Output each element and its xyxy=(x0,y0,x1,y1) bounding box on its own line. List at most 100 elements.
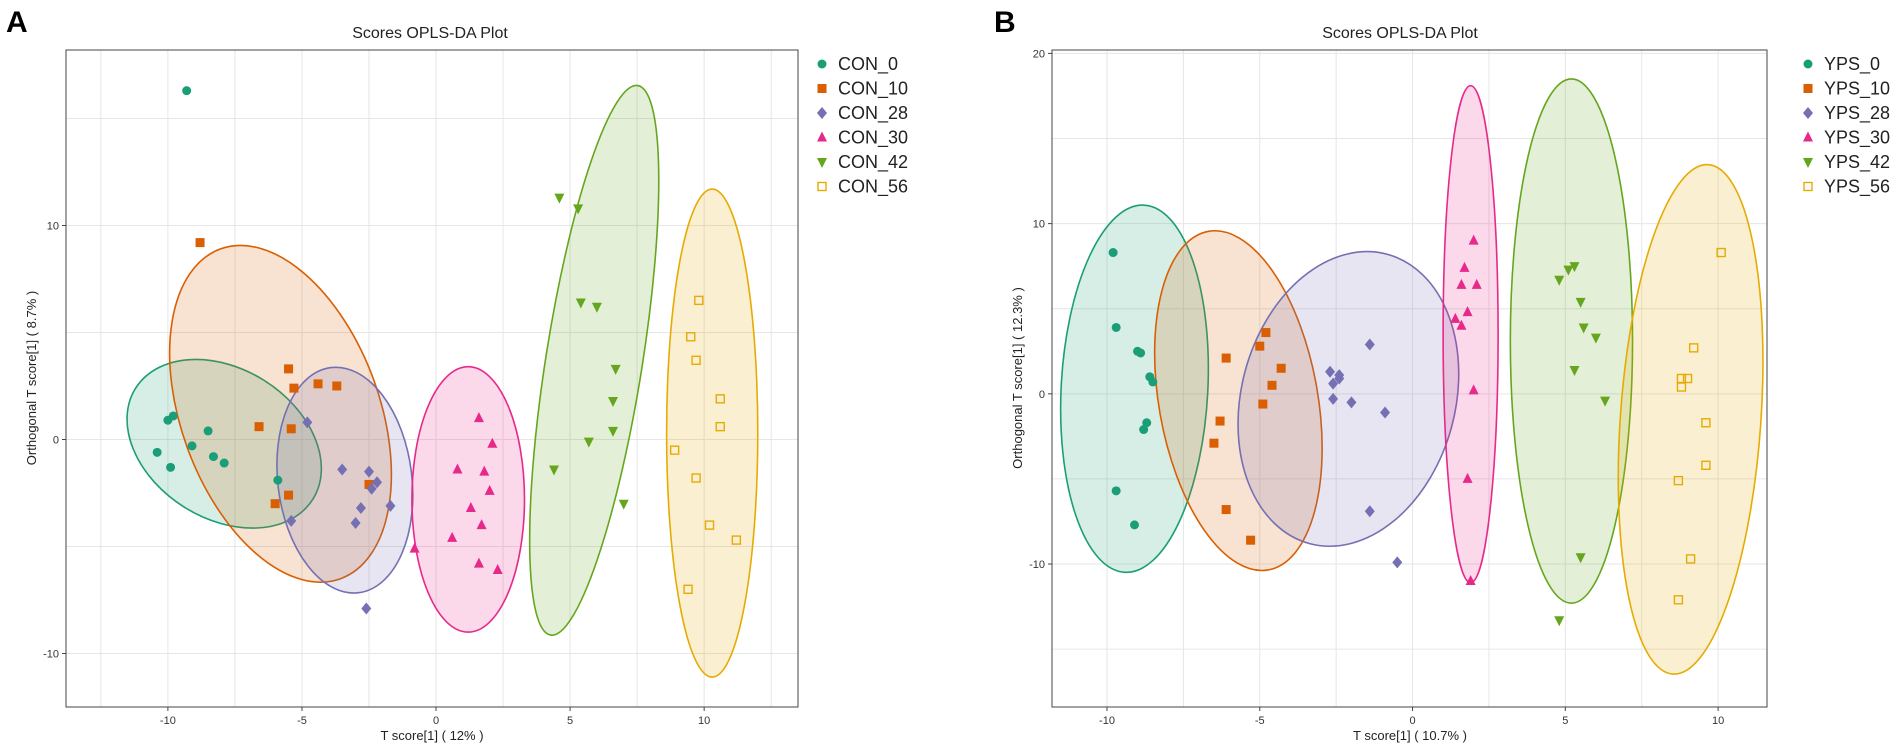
data-point-con-56 xyxy=(691,355,701,366)
legend-label: CON_0 xyxy=(838,54,898,75)
legend-key-con-28 xyxy=(817,107,827,119)
data-point-yps-10 xyxy=(1215,416,1225,426)
legend-key-yps-56 xyxy=(1803,181,1813,192)
data-point-yps-30 xyxy=(1462,306,1473,317)
legend-label: CON_42 xyxy=(838,152,908,173)
data-point-con-42 xyxy=(554,193,565,204)
legend-key-yps-10 xyxy=(1803,84,1813,93)
data-point-yps-56 xyxy=(1685,554,1696,564)
data-point-con-0 xyxy=(273,475,283,485)
x-axis-label-a: T score[1] ( 12% ) xyxy=(380,728,483,743)
data-point-yps-0 xyxy=(1108,248,1118,258)
points-b xyxy=(1108,234,1726,627)
data-point-con-30 xyxy=(479,465,490,476)
data-point-con-42 xyxy=(573,204,584,215)
panel-b: B Scores OPLS-DA Plot -10 -5 0 5 10-1001020 … xyxy=(994,6,1890,743)
data-point-yps-42 xyxy=(1575,297,1586,308)
y-tick-label: 0 xyxy=(1039,389,1045,401)
points-a xyxy=(152,86,742,615)
data-point-con-30 xyxy=(447,531,458,542)
data-point-yps-28 xyxy=(1392,556,1403,569)
data-point-con-0 xyxy=(168,411,178,421)
y-axis-label-a: Orthogonal T score[1] ( 8.7% ) xyxy=(24,291,39,465)
data-point-yps-42 xyxy=(1554,616,1565,627)
data-point-yps-56 xyxy=(1676,382,1687,392)
data-point-yps-56 xyxy=(1673,595,1684,605)
ticks-a: -10 -5 0 5 10 -10 0 10 xyxy=(43,220,710,727)
data-point-con-10 xyxy=(270,499,280,509)
x-tick-label: -10 xyxy=(1099,715,1115,727)
legend-key-con-0 xyxy=(817,59,827,69)
y-tick-label: 10 xyxy=(47,220,59,232)
data-point-yps-30 xyxy=(1462,472,1473,483)
data-point-con-42 xyxy=(583,437,594,448)
panel-letter-b: B xyxy=(994,6,1016,39)
confidence-ellipse-con-30 xyxy=(411,365,526,633)
data-point-yps-42 xyxy=(1578,323,1589,334)
data-point-yps-10 xyxy=(1258,399,1268,409)
data-point-con-10 xyxy=(254,422,264,432)
data-point-con-42 xyxy=(618,499,629,510)
data-point-yps-30 xyxy=(1459,261,1470,272)
data-point-con-10 xyxy=(289,383,299,393)
confidence-ellipse-yps-56 xyxy=(1617,163,1764,675)
data-point-yps-0 xyxy=(1136,348,1146,358)
confidence-ellipse-yps-10 xyxy=(1153,229,1323,572)
y-tick-label: 20 xyxy=(1033,48,1045,60)
ellipses-b xyxy=(1059,78,1764,675)
legend-label: YPS_10 xyxy=(1824,79,1890,100)
data-point-con-10 xyxy=(364,479,374,489)
data-point-con-42 xyxy=(591,302,602,313)
legend-key-con-56 xyxy=(817,181,827,192)
x-tick-label: 10 xyxy=(1712,715,1724,727)
data-point-yps-0 xyxy=(1139,425,1149,435)
data-point-con-56 xyxy=(715,394,725,404)
data-point-yps-28 xyxy=(1346,396,1357,409)
legend-label: YPS_56 xyxy=(1824,177,1890,198)
data-point-con-56 xyxy=(669,445,680,455)
data-point-yps-10 xyxy=(1246,535,1256,545)
data-point-con-56 xyxy=(694,295,704,306)
data-point-con-56 xyxy=(715,421,725,432)
data-point-yps-56 xyxy=(1682,373,1693,384)
data-point-yps-10 xyxy=(1267,380,1277,390)
confidence-ellipse-yps-0 xyxy=(1059,204,1210,574)
data-point-con-30 xyxy=(476,519,487,530)
data-point-yps-30 xyxy=(1471,278,1482,289)
y-axis-label-b: Orthogonal T score[1] ( 12.3% ) xyxy=(1010,287,1025,469)
legend-label: CON_10 xyxy=(838,79,908,100)
data-point-con-28 xyxy=(363,465,374,478)
data-point-con-0 xyxy=(219,458,229,468)
legend-key-yps-28 xyxy=(1803,107,1813,119)
data-point-con-10 xyxy=(284,364,294,374)
x-tick-label: 5 xyxy=(567,715,573,727)
confidence-ellipse-con-56 xyxy=(665,188,759,678)
data-point-yps-30 xyxy=(1468,234,1479,245)
y-tick-label: -10 xyxy=(43,648,59,660)
data-point-con-30 xyxy=(452,463,463,474)
legend-key-yps-0 xyxy=(1803,59,1813,69)
chart-title-b: Scores OPLS-DA Plot xyxy=(1322,25,1478,42)
data-point-con-56 xyxy=(691,473,701,483)
data-point-con-28 xyxy=(350,516,361,529)
data-point-yps-30 xyxy=(1456,278,1467,289)
data-point-yps-28 xyxy=(1364,338,1375,351)
legend-key-con-42 xyxy=(817,158,827,168)
confidence-ellipse-yps-28 xyxy=(1237,250,1460,548)
data-point-con-0 xyxy=(166,462,176,472)
data-point-yps-42 xyxy=(1575,553,1586,564)
data-point-yps-30 xyxy=(1456,319,1467,330)
data-point-con-42 xyxy=(607,426,618,437)
data-point-con-10 xyxy=(284,490,294,500)
data-point-con-30 xyxy=(492,564,503,575)
data-point-con-28 xyxy=(286,514,297,527)
data-point-con-0 xyxy=(208,452,218,462)
y-tick-label: -10 xyxy=(1029,559,1045,571)
data-point-con-28 xyxy=(366,482,377,495)
data-point-yps-42 xyxy=(1563,265,1574,276)
y-tick-label: 0 xyxy=(53,434,59,446)
data-point-con-0 xyxy=(182,86,192,96)
grid-a xyxy=(66,50,798,707)
panel-letter-a: A xyxy=(6,6,28,39)
